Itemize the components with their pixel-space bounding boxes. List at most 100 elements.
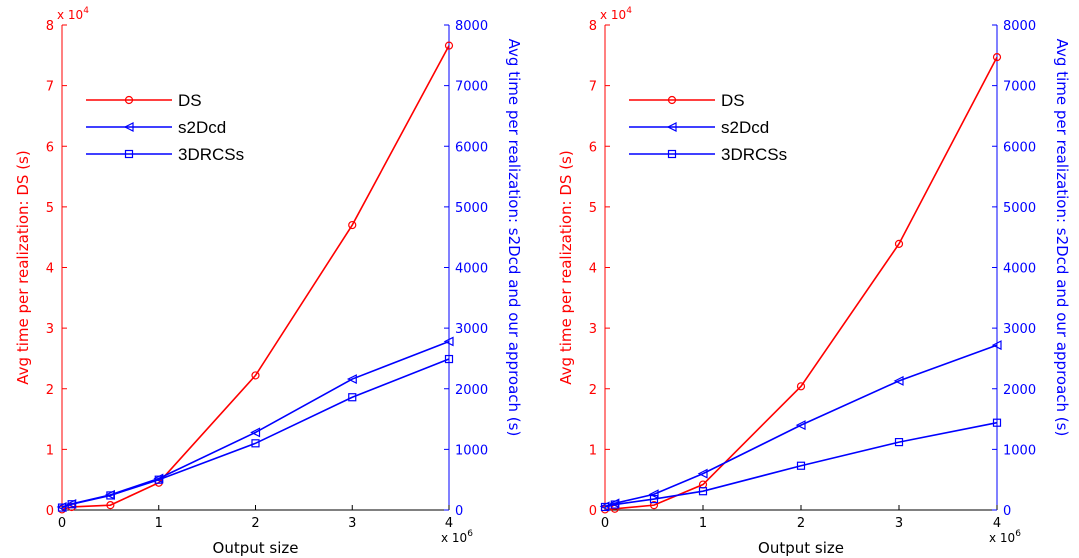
left-y-tick-label: 0 [46,504,54,519]
data-point-s2Dcd [346,374,357,385]
data-point-DS [649,501,659,510]
legend-label: 3DRCSs [178,145,244,164]
x-axis-title: Output size [213,539,299,557]
data-point-DS [992,53,1002,62]
legend-label: s2Dcd [178,118,226,137]
series-line-3DRCSs [61,358,450,509]
data-point-DS [106,501,115,510]
legend-label: DS [178,91,202,110]
left-y-tick-label: 0 [589,504,597,519]
data-point-3DRCSs [610,500,619,509]
data-point-s2Dcd [443,336,454,347]
data-point-3DRCSs [796,461,806,470]
right-y-tick-label: 5000 [1003,201,1036,216]
left-y-tick-label: 3 [46,322,54,337]
data-point-s2Dcd [893,375,904,386]
y-exponent-label: x 104 [600,6,632,22]
data-point-3DRCSs [154,475,163,484]
chart-panel-1: 0 1 2 3 401234567801000200030004000500060007… [14,6,523,557]
data-point-DS [444,41,454,50]
left-y-tick-label: 7 [46,80,54,95]
left-y-tick-label: 8 [46,19,54,34]
data-point-DS [251,371,260,380]
right-y-tick-label: 1000 [455,443,488,458]
right-y-tick-label: 3000 [1003,322,1036,337]
data-point-s2Dcd [250,427,261,438]
right-y-tick-label: 6000 [455,140,488,155]
x-tick-label: 2 [251,516,259,531]
left-y-tick-label: 7 [589,80,597,95]
legend-marker [666,122,677,132]
right-y-tick-label: 0 [1003,504,1011,519]
legend-marker [123,122,134,132]
right-y-tick-label: 2000 [455,383,488,398]
x-tick-label: 4 [445,516,453,531]
data-point-3DRCSs [444,354,454,364]
data-point-DS [348,220,357,230]
x-tick-label: 0 [601,516,609,531]
x-exponent-label: x 106 [989,529,1021,545]
legend-marker [667,95,677,105]
left-y-tick-label: 3 [589,322,597,337]
data-point-3DRCSs [894,438,904,447]
y-exponent-label: x 104 [57,6,89,22]
series-line-s2Dcd [61,340,450,508]
y-exponent-base: x 10 [600,8,626,22]
data-point-3DRCSs [67,500,76,509]
right-y-tick-label: 7000 [455,80,488,95]
x-tick-label: 0 [58,516,66,531]
data-point-s2Dcd [648,489,659,500]
left-y-tick-label: 2 [46,383,54,398]
right-y-tick-label: 5000 [455,201,488,216]
right-y-tick-label: 0 [455,504,463,519]
series-line-s2Dcd [604,344,998,508]
data-point-s2Dcd [991,340,1002,351]
x-tick-label: 4 [993,516,1001,531]
series-line-3DRCSs [604,421,998,508]
legend-marker [124,149,134,159]
x-tick-label: 3 [348,516,356,531]
legend-label: 3DRCSs [721,145,787,164]
right-y-tick-label: 7000 [1003,80,1036,95]
x-exponent-power: 6 [467,529,473,539]
data-point-3DRCSs [348,393,357,402]
legend-marker [667,149,677,159]
left-y-axis-title: Avg time per realization: DS (s) [557,150,575,384]
left-y-tick-label: 6 [46,140,54,155]
right-y-tick-label: 4000 [455,262,488,277]
left-y-tick-label: 6 [589,140,597,155]
data-point-3DRCSs [992,418,1002,427]
right-y-axis-title: Avg time per realization: s2Dcd and our … [505,39,523,437]
left-y-tick-label: 1 [589,443,597,458]
x-tick-label: 1 [699,516,707,531]
y-exponent-base: x 10 [57,8,83,22]
x-tick-label: 3 [895,516,903,531]
x-exponent-base: x 10 [989,531,1015,545]
left-y-tick-label: 8 [589,19,597,34]
legend-label: DS [721,91,745,110]
chart-panel-2: 0 1 2 3 401234567801000200030004000500060007… [557,6,1071,557]
y-exponent-power: 4 [83,6,89,16]
x-exponent-power: 6 [1015,529,1021,539]
right-y-tick-label: 8000 [1003,19,1036,34]
right-y-tick-label: 8000 [455,19,488,34]
x-exponent-base: x 10 [441,531,467,545]
legend-marker [124,95,134,105]
right-y-tick-label: 4000 [1003,262,1036,277]
x-axis-title: Output size [758,539,844,557]
left-y-tick-label: 5 [589,201,597,216]
left-y-tick-label: 4 [589,262,597,277]
data-point-3DRCSs [698,487,708,496]
right-y-tick-label: 3000 [455,322,488,337]
y-exponent-power: 4 [626,6,632,16]
right-y-tick-label: 6000 [1003,140,1036,155]
series-line-DS [604,56,998,511]
left-y-tick-label: 5 [46,201,54,216]
left-y-axis-title: Avg time per realization: DS (s) [14,150,32,384]
data-point-s2Dcd [795,420,806,431]
right-y-tick-label: 2000 [1003,383,1036,398]
data-point-s2Dcd [697,468,708,479]
data-point-3DRCSs [57,503,67,512]
data-point-3DRCSs [600,502,610,512]
